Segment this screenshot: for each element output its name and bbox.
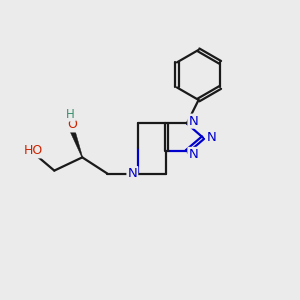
Text: N: N (128, 167, 137, 180)
Text: N: N (188, 115, 198, 128)
Text: H: H (66, 108, 75, 121)
Text: HO: HO (24, 144, 43, 158)
Polygon shape (70, 128, 83, 158)
Text: N: N (188, 148, 198, 161)
Text: O: O (67, 118, 77, 131)
Text: N: N (206, 131, 216, 144)
